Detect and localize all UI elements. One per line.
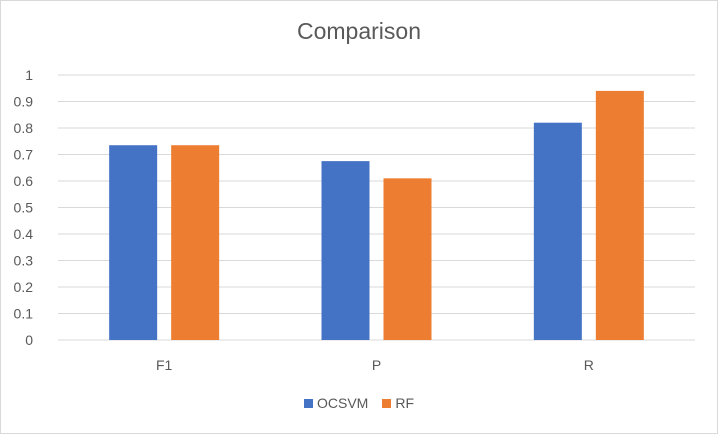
y-tick-label: 0.8 (14, 120, 34, 136)
x-tick-label: P (372, 357, 381, 373)
bar-ocsvm-f1 (109, 145, 158, 340)
bar-rf-f1 (171, 145, 220, 340)
legend-swatch-rf (382, 398, 392, 408)
y-tick-label: 0.9 (14, 94, 34, 110)
y-tick-label: 0.7 (14, 147, 34, 163)
x-tick-label: F1 (156, 357, 173, 373)
x-tick-label: R (584, 357, 594, 373)
bars (109, 90, 644, 341)
y-tick-label: 0.3 (14, 253, 34, 269)
legend-item-ocsvm: OCSVM (303, 395, 369, 411)
bar-rf-p (383, 178, 432, 340)
legend-item-rf: RF (382, 395, 414, 411)
y-tick-label: 0.6 (14, 173, 34, 189)
y-tick-label: 0.4 (14, 226, 34, 242)
y-axis-tick-labels: 0 0.1 0.2 0.3 0.4 0.5 0.6 0.7 0.8 0.9 1 (14, 67, 34, 348)
legend-swatch-ocsvm (303, 398, 313, 408)
x-axis-tick-labels: F1 P R (156, 357, 594, 373)
y-tick-label: 1 (25, 67, 33, 83)
y-tick-label: 0.2 (14, 279, 34, 295)
chart-title: Comparison (297, 18, 421, 44)
y-tick-label: 0 (25, 332, 33, 348)
bar-rf-r (595, 90, 644, 341)
bar-ocsvm-r (533, 122, 582, 340)
legend: OCSVM RF (1, 395, 717, 411)
gridlines (58, 74, 695, 341)
y-tick-label: 0.1 (14, 306, 34, 322)
legend-label-rf: RF (395, 395, 414, 411)
y-tick-label: 0.5 (14, 200, 34, 216)
legend-label-ocsvm: OCSVM (316, 395, 369, 411)
bar-ocsvm-p (321, 161, 370, 340)
